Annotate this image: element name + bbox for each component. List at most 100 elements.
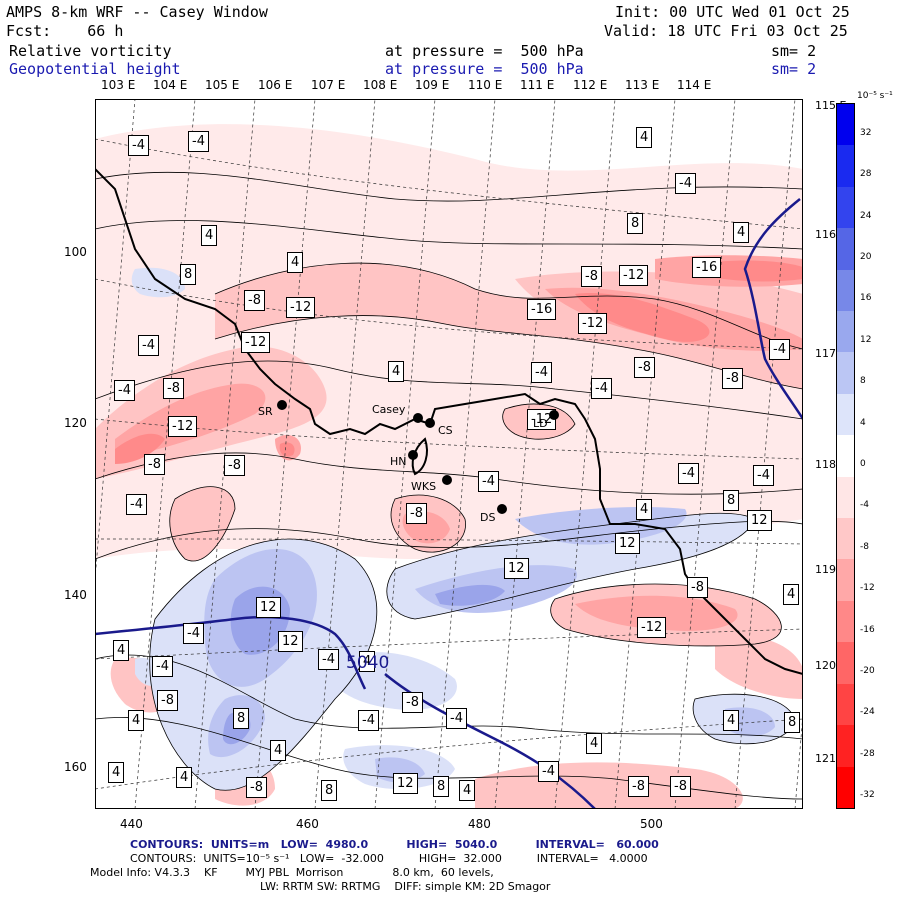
colorbar-swatch: [837, 352, 854, 394]
contour-label: -8: [402, 692, 423, 713]
contour-label: -8: [224, 455, 245, 476]
colorbar-swatch: [837, 766, 854, 808]
lat-lon-grid: [95, 99, 803, 809]
colorbar-label: 20: [860, 251, 872, 262]
station-marker: [277, 400, 287, 410]
y-tick: 140: [64, 588, 87, 602]
contour-label: -4: [114, 380, 135, 401]
contour-label: -4: [678, 463, 699, 484]
contour-label: -12: [527, 409, 557, 430]
x-tick: 500: [640, 817, 663, 831]
contour-label: 4: [359, 651, 376, 672]
station-label-ld: LD: [533, 417, 548, 430]
colorbar-swatch: [837, 269, 854, 312]
vorticity-map: [95, 99, 803, 809]
colorbar-label: 4: [860, 417, 866, 428]
colorbar-label: -8: [860, 541, 869, 552]
contour-label: -16: [692, 257, 722, 278]
contour-label: -8: [722, 368, 743, 389]
init-time: Init: 00 UTC Wed 01 Oct 25: [615, 3, 850, 21]
contour-label: -12: [168, 416, 198, 437]
colorbar-label: -16: [860, 624, 875, 635]
contour-label: 4: [128, 710, 145, 731]
contour-label: -4: [478, 471, 499, 492]
contour-label: -12: [241, 332, 271, 353]
contour-label: -8: [244, 290, 265, 311]
contour-label: 4: [201, 225, 218, 246]
contour-label: 4: [586, 733, 603, 754]
contour-label: -8: [670, 776, 691, 797]
field2-name: Geopotential height: [9, 60, 181, 78]
contour-label: 8: [784, 712, 801, 733]
contour-label: -4: [591, 378, 612, 399]
contour-label: -16: [527, 299, 557, 320]
contour-label: 4: [636, 127, 653, 148]
contour-label: 12: [393, 773, 418, 794]
contour-label: -4: [152, 656, 173, 677]
colorbar-label: 32: [860, 127, 872, 138]
height-contour-east: [743, 198, 803, 420]
footer-model-info-2: LW: RRTM SW: RRTMG DIFF: simple KM: 2D S…: [260, 880, 551, 893]
colorbar-swatch: [837, 476, 854, 519]
contour-label: -12: [619, 265, 649, 286]
station-label-cs: CS: [438, 424, 453, 437]
field1-name: Relative vorticity: [9, 42, 172, 60]
field1-smoothing: sm= 2: [771, 42, 817, 60]
contour-label: 4: [783, 584, 800, 605]
lon-label: 107 E: [311, 78, 346, 92]
colorbar-swatch: [837, 725, 854, 767]
lon-label: 111 E: [520, 78, 555, 92]
contour-label: 4: [270, 740, 287, 761]
contour-label: 4: [388, 361, 405, 382]
colorbar-swatch: [837, 559, 854, 601]
contour-label: -4: [183, 623, 204, 644]
field2-level: at pressure = 500 hPa: [385, 60, 584, 78]
station-label-wks: WKS: [411, 480, 437, 493]
map-title: AMPS 8-km WRF -- Casey Window: [6, 3, 268, 21]
contour-label: -4: [126, 494, 147, 515]
contour-label: 12: [615, 533, 640, 554]
station-marker: [549, 410, 559, 420]
contour-label: 8: [627, 213, 644, 234]
colorbar-label: 16: [860, 293, 872, 304]
lon-label: 103 E: [101, 78, 136, 92]
contour-label: -8: [628, 776, 649, 797]
station-marker: [413, 413, 423, 423]
contour-label: 8: [233, 708, 250, 729]
contour-label: -12: [286, 297, 316, 318]
lon-label: 106 E: [258, 78, 293, 92]
contour-label: -8: [246, 777, 267, 798]
footer-vorticity-contours: CONTOURS: UNITS=10⁻⁵ s⁻¹ LOW= -32.000 HI…: [130, 852, 648, 865]
colorbar-label: -32: [860, 790, 875, 801]
contour-label: 8: [433, 776, 450, 797]
valid-time: Valid: 18 UTC Fri 03 Oct 25: [604, 22, 848, 40]
contour-label: -8: [634, 357, 655, 378]
map-frame: [95, 99, 803, 809]
station-marker: [408, 450, 418, 460]
contour-label: -4: [318, 649, 339, 670]
contour-label: 4: [723, 710, 740, 731]
contour-label: -8: [406, 503, 427, 524]
contour-label: 12: [747, 510, 772, 531]
station-label-ds: DS: [480, 511, 496, 524]
contour-label: -12: [637, 617, 667, 638]
contour-label: -8: [163, 378, 184, 399]
colorbar-swatch: [837, 393, 854, 436]
colorbar-swatch: [837, 145, 854, 187]
lon-label: 109 E: [415, 78, 450, 92]
contour-label: -4: [675, 173, 696, 194]
field1-level: at pressure = 500 hPa: [385, 42, 584, 60]
footer-model-info: Model Info: V4.3.3 KF MYJ PBL Morrison 8…: [90, 866, 494, 879]
y-tick: 100: [64, 245, 87, 259]
contour-label: 12: [504, 558, 529, 579]
colorbar-label: 0: [860, 459, 866, 469]
contour-label: 4: [113, 640, 130, 661]
lon-label: 110 E: [468, 78, 503, 92]
contour-label: -4: [188, 131, 209, 152]
negative-vorticity-shading: [95, 255, 803, 809]
contour-label: -8: [144, 454, 165, 475]
contour-label: 8: [723, 490, 740, 511]
contour-label: 8: [180, 264, 197, 285]
lon-label: 114 E: [677, 78, 712, 92]
positive-vorticity-shading: [131, 267, 795, 791]
